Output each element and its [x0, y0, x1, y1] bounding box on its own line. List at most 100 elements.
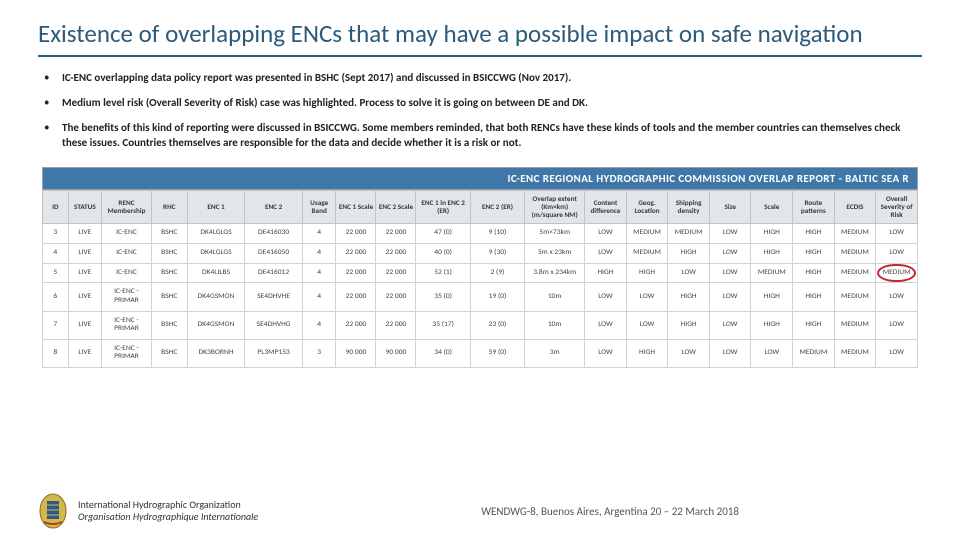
table-cell: 10m — [525, 283, 585, 311]
table-cell: 4 — [302, 244, 336, 264]
table-row: 4LIVEIC-ENCBSHCDK4LGLGSDE416050422 00022… — [43, 244, 918, 264]
table-cell: HIGH — [751, 283, 793, 311]
table-cell: 22 000 — [336, 224, 376, 244]
bullet-item: Medium level risk (Overall Severity of R… — [44, 96, 916, 111]
table-cell: LOW — [876, 244, 918, 264]
report-table-container: IC-ENC REGIONAL HYDROGRAPHIC COMMISSION … — [42, 167, 918, 368]
iho-logo-icon — [38, 492, 68, 530]
table-row: 8LIVEIC-ENC - PRIMARBSHCDK3BORNHPL3MP153… — [43, 339, 918, 367]
table-row: 7LIVEIC-ENC - PRIMARBSHCDK4GSMONSE4DHVHG… — [43, 311, 918, 339]
column-header: Geog. Location — [626, 190, 668, 224]
column-header: Size — [709, 190, 751, 224]
table-cell: BSHC — [151, 263, 187, 283]
table-cell: 4 — [302, 283, 336, 311]
slide-title: Existence of overlapping ENCs that may h… — [38, 18, 922, 57]
table-cell: LOW — [709, 224, 751, 244]
table-cell: DK4GSMON — [187, 311, 245, 339]
table-cell: 19 (0) — [470, 283, 524, 311]
column-header: Overlap extent (Km×km) (m/square NM) — [525, 190, 585, 224]
table-cell: 6 — [43, 283, 69, 311]
table-cell: LOW — [709, 311, 751, 339]
table-cell: 10m — [525, 311, 585, 339]
table-cell: LOW — [876, 224, 918, 244]
table-cell: 40 (0) — [416, 244, 470, 264]
table-cell: BSHC — [151, 244, 187, 264]
table-cell: LIVE — [68, 283, 102, 311]
table-cell: HIGH — [626, 339, 668, 367]
table-cell: 4 — [43, 244, 69, 264]
table-cell: 47 (0) — [416, 224, 470, 244]
table-cell: MEDIUM — [834, 244, 876, 264]
table-cell: MEDIUM — [834, 263, 876, 283]
table-cell: 4 — [302, 263, 336, 283]
table-cell: 9 (10) — [470, 224, 524, 244]
column-header: Scale — [751, 190, 793, 224]
table-cell: HIGH — [626, 263, 668, 283]
table-cell: 52 (1) — [416, 263, 470, 283]
table-cell: 4 — [302, 311, 336, 339]
table-cell: HIGH — [585, 263, 627, 283]
slide-footer: International Hydrographic Organization … — [0, 492, 960, 530]
table-cell: LOW — [709, 263, 751, 283]
table-cell: LIVE — [68, 263, 102, 283]
table-cell: 59 (0) — [470, 339, 524, 367]
table-cell: LOW — [585, 283, 627, 311]
table-cell: HIGH — [793, 244, 835, 264]
column-header: Overall Severity of Risk — [876, 190, 918, 224]
table-cell: DK4LILBS — [187, 263, 245, 283]
table-cell: LIVE — [68, 244, 102, 264]
table-cell: 5m x 23km — [525, 244, 585, 264]
table-cell: MEDIUM — [876, 263, 918, 283]
table-cell: BSHC — [151, 311, 187, 339]
column-header: ENC 1 Scale — [336, 190, 376, 224]
table-cell: LOW — [626, 283, 668, 311]
column-header: ENC 2 (ER) — [470, 190, 524, 224]
column-header: ENC 2 Scale — [376, 190, 416, 224]
table-cell: 22 000 — [336, 244, 376, 264]
table-cell: 3 — [302, 339, 336, 367]
table-cell: LOW — [585, 339, 627, 367]
table-cell: MEDIUM — [834, 339, 876, 367]
table-cell: MEDIUM — [834, 224, 876, 244]
table-row: 3LIVEIC-ENCBSHCDK4LGLGSDE416030422 00022… — [43, 224, 918, 244]
meeting-info: WENDWG-8, Buenos Aires, Argentina 20 – 2… — [298, 505, 922, 518]
table-cell: LOW — [709, 244, 751, 264]
table-cell: 9 (30) — [470, 244, 524, 264]
table-cell: MEDIUM — [751, 263, 793, 283]
column-header: Content difference — [585, 190, 627, 224]
table-cell: 22 000 — [376, 224, 416, 244]
column-header: Shipping density — [668, 190, 710, 224]
table-cell: SE4DHVHG — [245, 311, 303, 339]
table-cell: MEDIUM — [626, 244, 668, 264]
column-header: ID — [43, 190, 69, 224]
bullet-item: The benefits of this kind of reporting w… — [44, 121, 916, 151]
table-cell: LOW — [709, 283, 751, 311]
table-cell: 90 000 — [376, 339, 416, 367]
table-cell: 34 (0) — [416, 339, 470, 367]
table-cell: 35 (17) — [416, 311, 470, 339]
table-cell: 8 — [43, 339, 69, 367]
table-cell: LIVE — [68, 339, 102, 367]
table-cell: DK4GSMON — [187, 283, 245, 311]
table-cell: IC-ENC — [102, 224, 152, 244]
table-cell: LOW — [585, 311, 627, 339]
table-cell: MEDIUM — [626, 224, 668, 244]
table-cell: DE416012 — [245, 263, 303, 283]
table-cell: 5m×73km — [525, 224, 585, 244]
table-cell: 23 (0) — [470, 311, 524, 339]
table-cell: BSHC — [151, 339, 187, 367]
table-cell: HIGH — [668, 311, 710, 339]
table-cell: 22 000 — [376, 263, 416, 283]
table-cell: HIGH — [793, 263, 835, 283]
org-name: International Hydrographic Organization … — [78, 499, 258, 524]
table-cell: LOW — [668, 263, 710, 283]
table-cell: 3 — [43, 224, 69, 244]
column-header: RENC Membership — [102, 190, 152, 224]
column-header: ENC 2 — [245, 190, 303, 224]
table-cell: DE416030 — [245, 224, 303, 244]
table-cell: IC-ENC - PRIMAR — [102, 339, 152, 367]
table-header-row: IDSTATUSRENC MembershipRHCENC 1ENC 2Usag… — [43, 190, 918, 224]
column-header: STATUS — [68, 190, 102, 224]
table-cell: 22 000 — [336, 311, 376, 339]
table-cell: HIGH — [751, 311, 793, 339]
